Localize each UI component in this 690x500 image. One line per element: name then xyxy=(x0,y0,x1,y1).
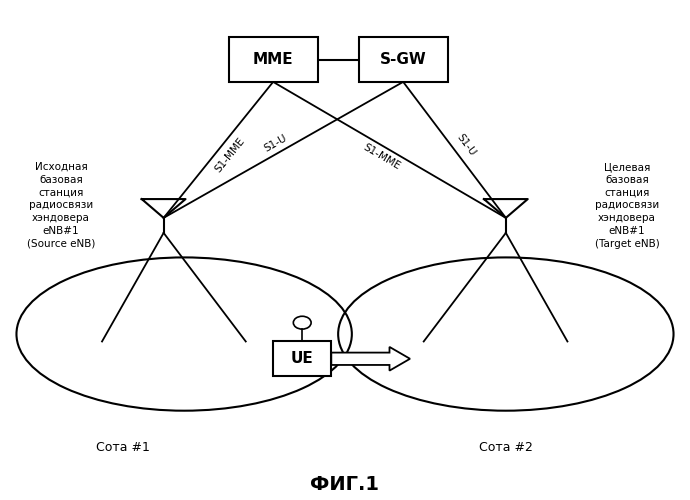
Text: Сота #2: Сота #2 xyxy=(479,442,533,454)
FancyBboxPatch shape xyxy=(273,342,331,376)
Text: UE: UE xyxy=(291,352,313,366)
FancyBboxPatch shape xyxy=(228,38,317,82)
Text: MME: MME xyxy=(253,52,293,67)
Text: S-GW: S-GW xyxy=(380,52,426,67)
FancyArrow shape xyxy=(331,347,410,370)
Text: Сота #1: Сота #1 xyxy=(96,442,150,454)
Text: S1-U: S1-U xyxy=(263,132,289,154)
Text: S1-MME: S1-MME xyxy=(362,142,402,172)
Text: Целевая
базовая
станция
радиосвязи
хэндовера
eNB#1
(Target eNB): Целевая базовая станция радиосвязи хэндо… xyxy=(595,162,660,249)
Text: ФИГ.1: ФИГ.1 xyxy=(310,476,380,494)
FancyBboxPatch shape xyxy=(359,38,448,82)
Text: S1-U: S1-U xyxy=(455,132,478,158)
Text: S1-MME: S1-MME xyxy=(213,136,247,174)
Text: Исходная
базовая
станция
радиосвязи
хэндовера
eNB#1
(Source eNB): Исходная базовая станция радиосвязи хэнд… xyxy=(27,162,95,249)
